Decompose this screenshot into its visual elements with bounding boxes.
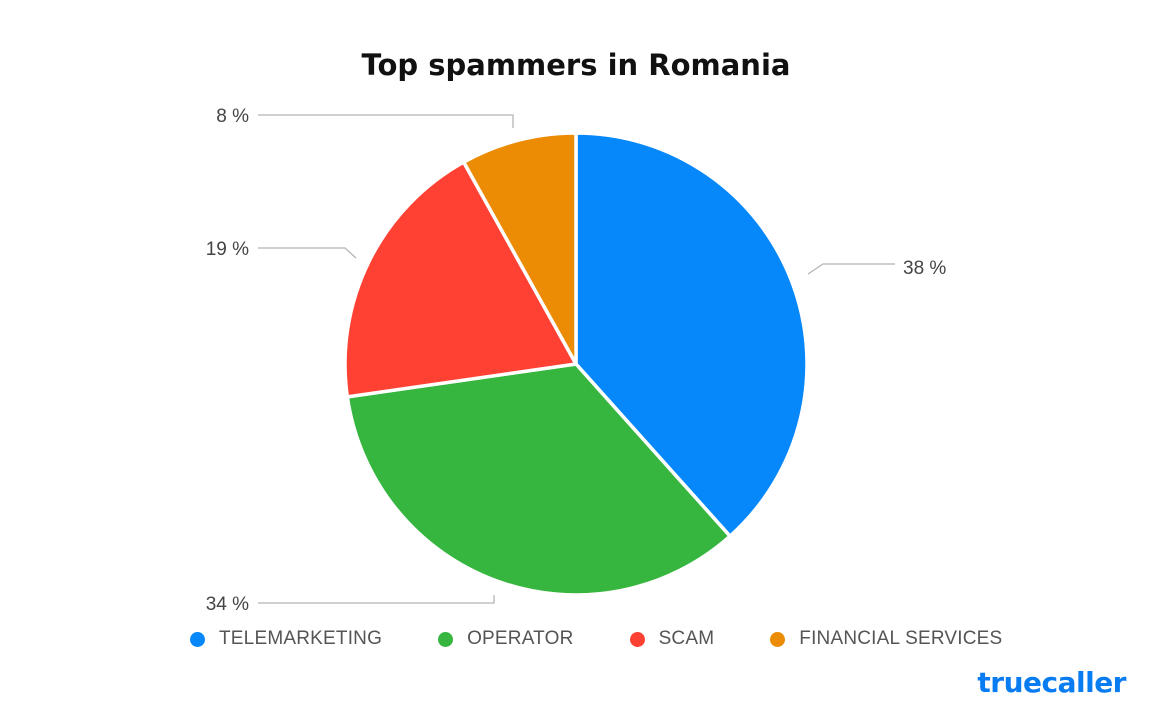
leader-line-operator — [258, 595, 495, 604]
data-label-operator: 34 % — [206, 594, 249, 615]
leader-line-scam — [258, 247, 357, 259]
data-label-telemarketing: 38 % — [903, 258, 946, 279]
legend: TELEMARKETING OPERATOR SCAM FINANCIAL SERVI… — [190, 628, 1058, 650]
chart-title: Top spammers in Romania — [361, 48, 791, 82]
legend-dot-icon — [438, 631, 454, 647]
pie-slice-operator — [345, 362, 732, 597]
pie-slice-financial-services — [461, 131, 578, 366]
pie-slice-scam — [343, 160, 578, 399]
data-label-scam: 19 % — [206, 239, 249, 260]
truecaller-logo: truecaller — [977, 666, 1126, 699]
legend-label: TELEMARKETING — [219, 628, 383, 649]
pie-slice-telemarketing — [574, 131, 809, 538]
legend-item-telemarketing: TELEMARKETING — [190, 628, 382, 650]
data-label-financial-services: 8 % — [216, 106, 249, 127]
legend-dot-icon — [190, 631, 205, 647]
legend-label: FINANCIAL SERVICES — [799, 628, 1003, 649]
leader-line-telemarketing — [807, 263, 895, 275]
legend-label: OPERATOR — [467, 628, 574, 649]
legend-item-operator: OPERATOR — [438, 628, 573, 650]
legend-item-financial-services: FINANCIAL SERVICES — [770, 628, 1002, 650]
legend-dot-icon — [770, 631, 786, 647]
leader-line-financial-services — [258, 114, 514, 128]
legend-label: SCAM — [658, 628, 715, 649]
legend-dot-icon — [629, 631, 645, 647]
legend-item-scam: SCAM — [629, 628, 715, 650]
